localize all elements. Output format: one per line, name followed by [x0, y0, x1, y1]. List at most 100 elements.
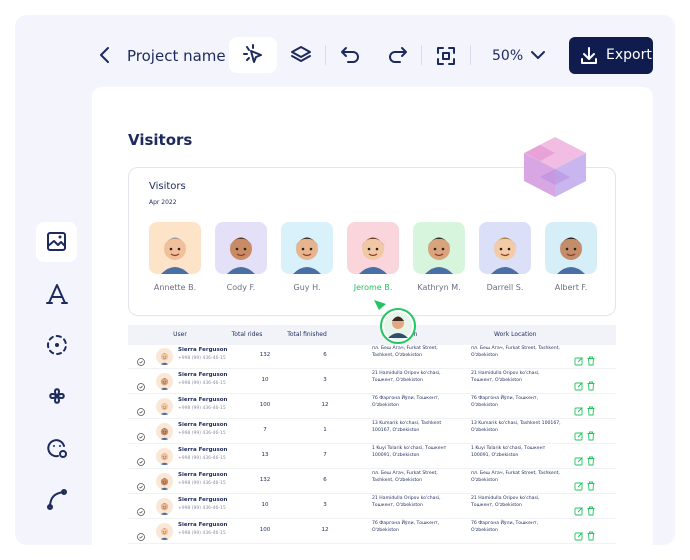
home-location: 21 Hamidulla Oripov ko'chasi, Тошкент, O…	[372, 496, 441, 508]
person-name: Darrell S.	[486, 283, 524, 292]
user-phone: +998 (99) 436-46-15	[178, 406, 226, 411]
edit-button[interactable]	[574, 426, 584, 445]
user-avatar	[156, 348, 173, 365]
avatar	[215, 222, 267, 274]
user-name: Sierra Ferguson	[178, 497, 228, 503]
user-name: Sierra Ferguson	[178, 397, 228, 403]
page-title: Visitors	[128, 131, 193, 149]
user-name: Sierra Ferguson	[178, 447, 228, 453]
total-rides: 100	[259, 527, 271, 533]
home-location: 21 Hamidulla Oripov ko'chasi, Тошкент, O…	[372, 371, 441, 383]
person-name: Jerome B.	[353, 283, 393, 292]
home-location: 1 Kuyi Tolarik ko'chasi, Тошкент 100091,…	[372, 446, 447, 458]
image-tool[interactable]	[36, 222, 77, 262]
divider	[421, 45, 422, 65]
zoom-level[interactable]: 50%	[492, 48, 524, 64]
path-tool[interactable]	[46, 488, 68, 510]
cube-decoration	[524, 137, 586, 197]
export-label: Export	[606, 47, 652, 63]
total-rides: 13	[261, 452, 269, 458]
delete-button[interactable]	[586, 526, 596, 545]
person-name: Cody F.	[226, 283, 256, 292]
total-rides: 132	[259, 477, 271, 483]
edit-button[interactable]	[574, 501, 584, 520]
row-divider	[128, 443, 616, 444]
layers-tool[interactable]	[290, 45, 312, 65]
row-divider	[128, 518, 616, 519]
divider	[325, 45, 326, 65]
avatar	[479, 222, 531, 274]
column-header: Total finished	[287, 331, 327, 338]
row-checkbox	[136, 352, 146, 371]
total-rides: 10	[261, 502, 269, 508]
edit-button[interactable]	[574, 451, 584, 470]
shape-tool[interactable]	[46, 334, 68, 356]
row-checkbox	[136, 527, 146, 545]
total-rides: 7	[263, 427, 267, 433]
row-divider	[128, 368, 616, 369]
export-button[interactable]: Export	[569, 37, 653, 74]
row-divider	[128, 493, 616, 494]
work-location: 21 Hamidulla Oripov ko'chasi, Тошкент, O…	[471, 371, 540, 383]
edit-button[interactable]	[574, 351, 584, 370]
work-location: 1 Kuyi Tolarik ko'chasi, Тошкент 100091,…	[471, 446, 546, 458]
row-checkbox	[136, 477, 146, 496]
work-location: пл. Беш Агач, Furkat Street, Tashkent, O…	[471, 346, 560, 358]
user-phone: +998 (99) 436-46-15	[178, 456, 226, 461]
user-avatar	[156, 398, 173, 415]
user-phone: +998 (99) 436-46-15	[178, 431, 226, 436]
undo-button[interactable]	[339, 45, 361, 65]
text-tool[interactable]	[46, 283, 68, 305]
redo-button[interactable]	[387, 45, 409, 65]
row-divider	[128, 418, 616, 419]
row-checkbox	[136, 377, 146, 396]
delete-button[interactable]	[586, 476, 596, 495]
delete-button[interactable]	[586, 376, 596, 395]
delete-button[interactable]	[586, 426, 596, 445]
user-avatar	[156, 473, 173, 490]
work-location: 21 Hamidulla Oripov ko'chasi, Тошкент, O…	[471, 496, 540, 508]
project-name[interactable]: Project name	[127, 47, 226, 65]
edit-button[interactable]	[574, 476, 584, 495]
delete-button[interactable]	[586, 501, 596, 520]
row-checkbox	[136, 402, 146, 421]
column-header: User	[173, 331, 187, 338]
zoom-dropdown[interactable]	[529, 47, 547, 63]
avatar	[281, 222, 333, 274]
person-name: Guy H.	[293, 283, 321, 292]
total-rides: 132	[259, 352, 271, 358]
component-tool[interactable]	[46, 385, 68, 407]
row-checkbox	[136, 502, 146, 521]
row-checkbox	[136, 427, 146, 446]
crop-tool[interactable]	[435, 45, 457, 67]
delete-button[interactable]	[586, 401, 596, 420]
user-avatar	[156, 423, 173, 440]
user-name: Sierra Ferguson	[178, 372, 228, 378]
select-tool[interactable]	[229, 37, 277, 73]
user-phone: +998 (99) 436-46-15	[178, 481, 226, 486]
person-name: Kathryn M.	[417, 283, 461, 292]
collaborator-cursor	[374, 300, 416, 344]
person-name: Annette B.	[153, 283, 197, 292]
card-date: Apr 2022	[149, 199, 177, 206]
sticker-tool[interactable]	[46, 437, 68, 459]
row-divider	[128, 468, 616, 469]
work-location: 76 Фаргона Йўли, Тошкент, O'zbekiston	[471, 396, 539, 408]
avatar	[149, 222, 201, 274]
user-phone: +998 (99) 436-46-15	[178, 356, 226, 361]
delete-button[interactable]	[586, 451, 596, 470]
edit-button[interactable]	[574, 376, 584, 395]
user-phone: +998 (99) 436-46-15	[178, 381, 226, 386]
column-header: Work Location	[494, 331, 537, 338]
delete-button[interactable]	[586, 351, 596, 370]
edit-button[interactable]	[574, 401, 584, 420]
user-name: Sierra Ferguson	[178, 522, 228, 528]
edit-button[interactable]	[574, 526, 584, 545]
back-button[interactable]	[95, 45, 115, 65]
user-avatar	[156, 373, 173, 390]
total-finished: 7	[323, 452, 327, 458]
user-name: Sierra Ferguson	[178, 472, 228, 478]
home-location: пл. Беш Агач, Furkat Street, Tashkent, O…	[372, 346, 438, 358]
total-finished: 1	[323, 427, 327, 433]
